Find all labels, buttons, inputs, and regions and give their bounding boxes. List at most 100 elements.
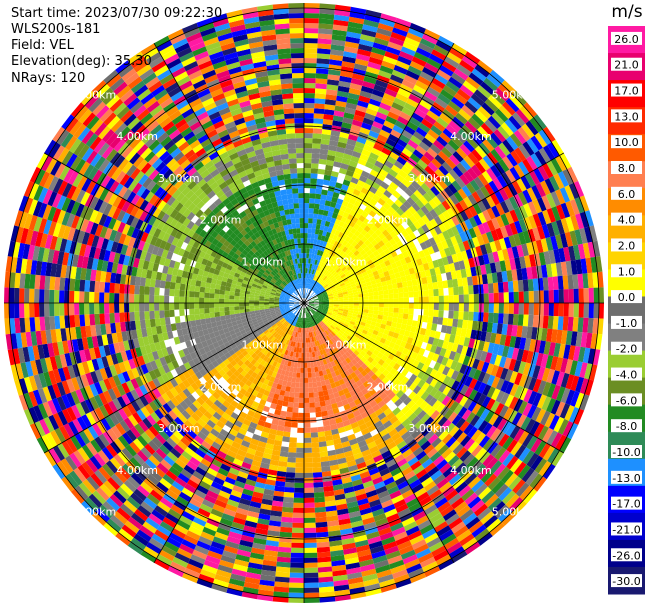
velocity-gate: [368, 299, 374, 303]
velocity-gate: [517, 191, 528, 206]
velocity-gate: [555, 357, 564, 372]
velocity-gate: [553, 303, 559, 317]
velocity-gate: [487, 252, 495, 264]
velocity-gate: [538, 340, 546, 354]
velocity-gate: [312, 307, 318, 310]
velocity-gate: [315, 228, 320, 235]
velocity-gate: [328, 261, 334, 267]
velocity-gate: [514, 257, 522, 270]
velocity-gate: [328, 69, 341, 76]
velocity-gate: [322, 210, 329, 217]
velocity-gate: [393, 298, 399, 303]
velocity-gate: [411, 180, 421, 190]
velocity-gate: [478, 312, 484, 322]
velocity-gate: [329, 255, 334, 262]
velocity-gate: [308, 258, 311, 264]
velocity-gate: [333, 299, 339, 302]
velocity-gate: [326, 254, 332, 260]
velocity-gate: [482, 170, 493, 184]
velocity-gate: [410, 273, 417, 281]
velocity-gate: [437, 35, 454, 48]
velocity-gate: [324, 200, 332, 207]
velocity-gate: [426, 322, 433, 330]
velocity-gate: [327, 185, 336, 192]
velocity-gate: [304, 163, 312, 169]
velocity-gate: [417, 423, 428, 434]
velocity-gate: [310, 168, 319, 174]
velocity-gate: [441, 240, 449, 250]
velocity-gate: [354, 243, 361, 250]
velocity-gate: [407, 170, 418, 181]
velocity-gate: [309, 284, 313, 290]
velocity-gate: [367, 228, 375, 236]
velocity-gate: [348, 333, 355, 339]
velocity-gate: [471, 149, 483, 162]
velocity-gate: [289, 577, 304, 583]
velocity-gate: [516, 348, 525, 362]
velocity-gate: [304, 68, 317, 74]
velocity-gate: [396, 216, 405, 225]
velocity-gate: [360, 332, 367, 338]
velocity-gate: [451, 370, 460, 381]
velocity-gate: [309, 198, 315, 204]
velocity-gate: [328, 306, 334, 310]
velocity-gate: [542, 381, 552, 397]
velocity-gate: [306, 273, 309, 279]
velocity-gate: [406, 319, 413, 326]
velocity-gate: [573, 303, 579, 318]
velocity-gate: [456, 432, 468, 444]
velocity-gate: [422, 335, 430, 344]
velocity-gate: [451, 135, 464, 148]
velocity-gate: [513, 194, 524, 208]
velocity-gate: [306, 352, 310, 358]
velocity-gate: [460, 159, 472, 171]
velocity-gate: [313, 123, 323, 129]
velocity-gate: [304, 248, 307, 254]
velocity-gate: [363, 246, 371, 253]
velocity-gate: [532, 227, 541, 241]
velocity-gate: [282, 400, 289, 407]
velocity-gate: [330, 262, 336, 268]
velocity-gate: [304, 283, 307, 289]
velocity-gate: [323, 317, 329, 322]
velocity-gate: [284, 487, 295, 493]
velocity-gate: [384, 325, 391, 331]
velocity-gate: [362, 24, 378, 33]
velocity-gate: [565, 260, 573, 276]
velocity-gate: [315, 521, 328, 528]
velocity-gate: [421, 95, 435, 106]
velocity-gate: [323, 109, 335, 116]
velocity-gate: [360, 34, 376, 43]
velocity-gate: [313, 305, 319, 307]
velocity-gate: [477, 255, 485, 266]
velocity-gate: [360, 236, 368, 243]
velocity-gate: [424, 357, 432, 367]
velocity-gate: [304, 123, 314, 129]
velocity-gate: [399, 393, 408, 402]
velocity-gate: [362, 347, 369, 354]
velocity-gate: [353, 308, 359, 312]
velocity-gate: [308, 382, 313, 388]
velocity-gate: [497, 344, 505, 357]
velocity-gate: [418, 290, 424, 297]
velocity-gate: [488, 94, 502, 109]
velocity-gate: [314, 501, 326, 508]
velocity-gate: [307, 273, 311, 279]
velocity-gate: [401, 376, 410, 385]
velocity-gate: [326, 321, 332, 327]
velocity-gate: [514, 444, 527, 459]
velocity-gate: [518, 303, 524, 315]
velocity-gate: [304, 88, 316, 94]
velocity-gate: [304, 462, 313, 468]
velocity-gate: [307, 228, 312, 234]
velocity-gate: [579, 211, 589, 228]
velocity-gate: [316, 68, 329, 75]
velocity-gate: [518, 231, 527, 245]
velocity-gate: [308, 304, 314, 307]
velocity-gate: [497, 282, 504, 293]
velocity-gate: [326, 190, 334, 197]
velocity-gate: [304, 497, 315, 503]
velocity-gate: [326, 313, 332, 317]
velocity-gate: [338, 294, 344, 298]
velocity-gate: [376, 173, 386, 182]
